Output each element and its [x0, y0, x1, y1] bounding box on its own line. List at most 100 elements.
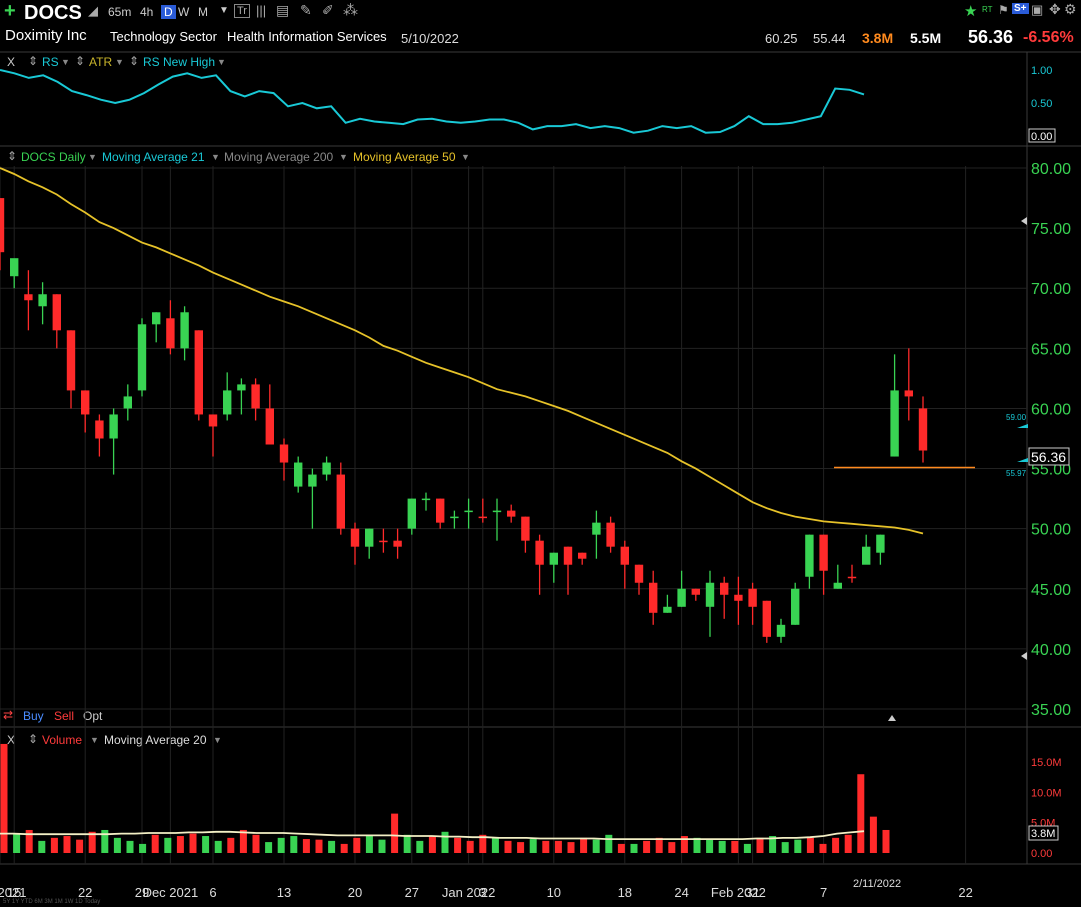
candle-body [592, 522, 601, 535]
volume-tag-box [1028, 825, 1059, 841]
chevron-down-icon[interactable]: ▼ [461, 152, 470, 162]
high-tag: 59.00 [1006, 413, 1027, 422]
bars-icon[interactable]: ||| [256, 3, 267, 18]
candle-body [251, 384, 260, 409]
candle-body [308, 474, 317, 487]
ma200-label[interactable]: Moving Average 200 [224, 150, 334, 164]
draw-icon[interactable]: ✐ [322, 2, 334, 18]
company-name: Doximity Inc [5, 27, 87, 44]
day-low: 55.44 [813, 31, 846, 46]
s-plus-icon[interactable]: S+ [1012, 3, 1029, 14]
drag-handle-icon[interactable]: ⇕ [28, 732, 39, 746]
candle-body [194, 330, 203, 415]
header-bar: + DOCS ◢ 65m 4h D W M ▼ Tr ||| ▤ ✎ ✐ ⁂ ★ RT … [0, 0, 1081, 52]
drag-handle-icon[interactable]: ⇕ [129, 54, 140, 68]
volume-bar [214, 840, 222, 853]
rt-icon[interactable]: RT [982, 5, 993, 14]
volume-bar [643, 840, 651, 853]
timeframe-65m[interactable]: 65m [108, 5, 132, 19]
buy-button[interactable]: Buy [23, 709, 44, 723]
volume-bar [529, 839, 537, 853]
rs-new-high-label[interactable]: RS New High [143, 55, 216, 69]
candle-body [578, 552, 587, 559]
drag-handle-icon[interactable]: ⇕ [75, 54, 86, 68]
candle-body [265, 408, 274, 445]
volume-bar [101, 829, 109, 853]
flag-icon[interactable]: ⚑ [998, 3, 1009, 17]
daily-label[interactable]: DOCS Daily [21, 150, 86, 164]
candle-body [563, 546, 573, 565]
volume-bar [592, 839, 600, 853]
candle-body [66, 330, 76, 391]
candle-body [336, 474, 345, 529]
chevron-down-icon[interactable]: ▼ [90, 735, 99, 745]
chevron-down-icon[interactable]: ▼ [217, 57, 226, 67]
timeframe-4h[interactable]: 4h [140, 5, 154, 19]
candle-body [535, 540, 544, 565]
star-icon[interactable]: ★ [964, 3, 978, 20]
industry[interactable]: Health Information Services [227, 29, 387, 44]
sector[interactable]: Technology Sector [110, 29, 217, 44]
vol-ma-label[interactable]: Moving Average 20 [104, 733, 207, 747]
move-icon[interactable]: ✥ [1049, 1, 1061, 17]
volume-axis-label: 15.0M [1031, 757, 1062, 769]
pencil-icon[interactable]: ✎ [300, 2, 312, 18]
symbol[interactable]: DOCS [24, 2, 82, 24]
drag-handle-icon[interactable]: ⇕ [7, 149, 18, 163]
candle-body [436, 498, 445, 523]
candle-body [166, 318, 175, 349]
chevron-down-icon[interactable]: ▼ [211, 152, 220, 162]
share-icon[interactable]: ⁂ [343, 2, 358, 19]
volume-label[interactable]: Volume [42, 733, 83, 747]
range-bar[interactable]: 5Y 1Y YTD 6M 3M 1M 1W 1D Today [0, 899, 170, 907]
chart-style-icon[interactable]: ◢ [88, 3, 98, 18]
candle-body [137, 324, 147, 391]
candle-body [890, 390, 899, 457]
ma21-label[interactable]: Moving Average 21 [102, 150, 205, 164]
volume-bar [869, 816, 877, 853]
candle-body [478, 516, 487, 519]
price-axis-label: 65.00 [1031, 341, 1071, 358]
candle-body [95, 420, 104, 439]
atr-label[interactable]: ATR [89, 55, 113, 69]
volume-bar [580, 837, 588, 853]
ma50-label[interactable]: Moving Average 50 [353, 150, 456, 164]
rs-close-button[interactable]: X [7, 55, 16, 69]
volume-bar [353, 837, 361, 853]
notes-icon[interactable]: ▤ [276, 2, 290, 18]
chevron-down-icon[interactable]: ▼ [213, 735, 222, 745]
candle-body [294, 462, 303, 487]
trade-icon[interactable]: ⇄ [3, 708, 14, 722]
volume-close-button[interactable]: X [7, 733, 16, 747]
drag-handle-icon[interactable]: ⇕ [28, 54, 39, 68]
chevron-down-icon[interactable]: ▼ [88, 152, 97, 162]
x-axis-label: 31 [745, 885, 759, 900]
chevron-down-icon[interactable]: ▼ [339, 152, 348, 162]
text-tool-icon[interactable]: Tr [234, 4, 250, 18]
timeframe-W[interactable]: W [178, 5, 190, 19]
volume-bar [491, 837, 499, 853]
volume-bar [794, 839, 802, 853]
timeframe-M[interactable]: M [198, 5, 208, 19]
opt-button[interactable]: Opt [83, 709, 103, 723]
candle-body [649, 582, 658, 613]
sell-button[interactable]: Sell [54, 709, 75, 723]
volume-bar [265, 842, 273, 853]
chevron-down-icon[interactable]: ▼ [219, 5, 229, 16]
candle-body [223, 390, 232, 415]
candle-body [862, 546, 871, 565]
candle-body [24, 294, 33, 301]
volume-bar [315, 839, 323, 853]
save-icon[interactable]: ▣ [1031, 2, 1044, 17]
volume-bar [479, 834, 487, 853]
volume-bar [882, 829, 890, 853]
add-icon[interactable]: + [4, 0, 16, 22]
rs-label[interactable]: RS [42, 55, 59, 69]
chevron-down-icon[interactable]: ▼ [61, 57, 70, 67]
settings-icon[interactable]: ⚙ [1064, 1, 1077, 17]
price-axis-label: 40.00 [1031, 642, 1071, 659]
chevron-down-icon[interactable]: ▼ [115, 57, 124, 67]
timeframe-D[interactable]: D [161, 5, 176, 19]
volume-bar [769, 836, 777, 853]
